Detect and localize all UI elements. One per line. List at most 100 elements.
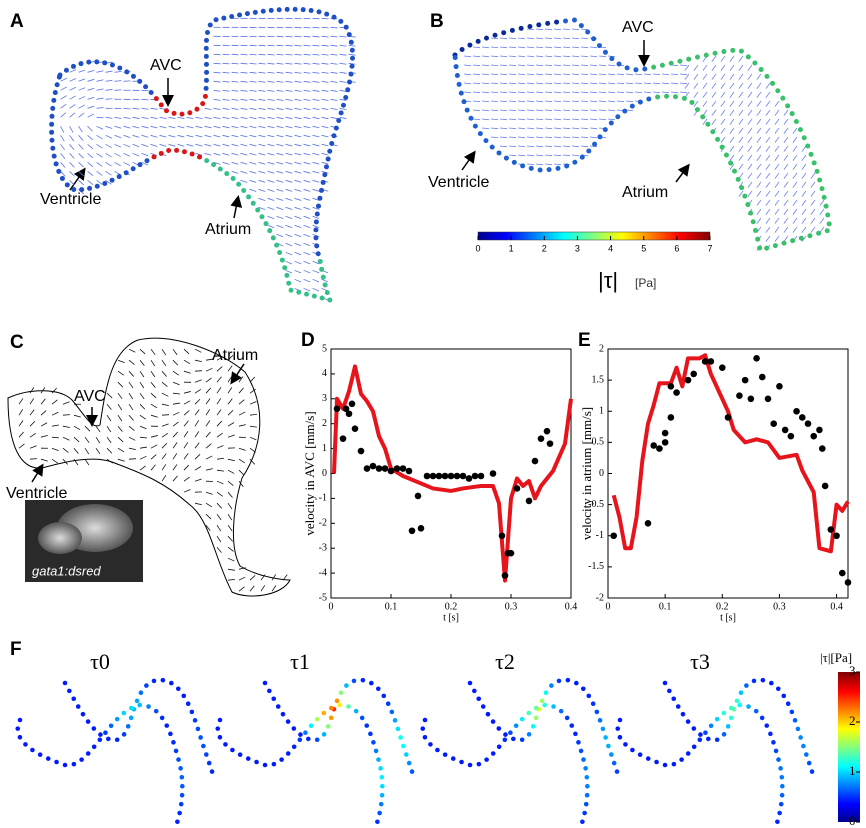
flow-vector: [738, 127, 744, 134]
boundary-point: [292, 6, 298, 12]
flow-vector: [216, 366, 223, 372]
boundary-point: [527, 23, 533, 29]
boundary-point: [597, 134, 603, 140]
shear-point: [103, 730, 108, 736]
flow-vector: [117, 447, 125, 453]
flow-vector: [544, 109, 553, 112]
flow-vector: [216, 387, 222, 394]
shear-point: [379, 792, 385, 798]
data-point: [707, 358, 715, 365]
flow-vector: [499, 100, 508, 103]
flow-vector: [303, 53, 311, 56]
flow-vector: [18, 398, 24, 405]
flow-vector: [562, 37, 571, 40]
flow-vector: [183, 431, 189, 438]
boundary-point: [331, 14, 337, 20]
flow-vector: [321, 62, 329, 65]
shear-point: [728, 715, 734, 721]
boundary-point: [241, 187, 247, 193]
shear-point: [373, 748, 379, 754]
flow-vector: [747, 64, 753, 71]
x-tick-label: 0: [606, 601, 611, 612]
flow-vector: [747, 190, 753, 197]
flow-vector: [159, 134, 167, 138]
flow-vector: [774, 190, 780, 197]
flow-vector: [183, 348, 190, 355]
boundary-point: [659, 62, 665, 68]
boundary-point: [313, 235, 319, 241]
flow-vector: [294, 197, 302, 201]
shear-point: [344, 683, 349, 688]
flow-vector: [60, 86, 67, 91]
shear-point: [271, 696, 277, 702]
flow-vector: [720, 64, 726, 71]
boundary-point: [780, 95, 786, 101]
flow-vector: [285, 170, 293, 174]
flow-vector: [294, 170, 302, 174]
flow-vector: [720, 127, 726, 134]
flow-vector: [139, 403, 146, 410]
flow-vector: [240, 80, 248, 83]
boundary-point: [772, 243, 778, 249]
flow-vector: [139, 392, 145, 400]
shear-point: [338, 690, 344, 696]
shear-point: [175, 686, 181, 692]
flow-vector: [580, 64, 589, 67]
flow-vector: [213, 107, 221, 110]
boundary-point: [805, 143, 811, 149]
flow-vector: [150, 125, 158, 129]
flow-vector: [312, 80, 320, 83]
y-tick-label: 5: [322, 343, 327, 354]
shear-point: [328, 705, 334, 711]
flow-vector: [29, 420, 36, 427]
flow-vector: [249, 62, 257, 65]
boundary-point: [329, 140, 335, 146]
data-point: [405, 467, 413, 475]
flow-vector: [267, 215, 275, 220]
flow-vector: [294, 188, 302, 192]
flow-vector: [285, 224, 293, 229]
flow-vector: [267, 71, 275, 74]
flow-vector: [774, 226, 780, 233]
flow-vector: [183, 359, 191, 365]
shear-point: [679, 757, 684, 762]
shear-point: [744, 683, 749, 688]
flow-vector: [303, 287, 311, 292]
flow-vector: [526, 100, 535, 103]
data-point: [764, 395, 772, 403]
shear-point: [351, 678, 357, 684]
flow-vector: [60, 126, 65, 133]
shear-point: [773, 748, 779, 754]
shear-point: [496, 726, 502, 731]
flow-vector: [508, 100, 517, 103]
shear-point: [778, 801, 784, 807]
boundary-point: [189, 151, 195, 157]
flow-vector: [792, 163, 798, 170]
flow-vector: [276, 197, 284, 201]
flow-vector: [96, 79, 104, 82]
flow-vector: [765, 190, 771, 197]
flow-vector: [78, 180, 85, 186]
shear-point: [114, 737, 120, 743]
flow-vector: [580, 127, 589, 130]
shear-point: [422, 717, 428, 723]
flow-vector: [96, 116, 104, 119]
flow-vector: [258, 206, 266, 211]
flow-vector: [78, 126, 83, 133]
flow-vector: [535, 109, 544, 112]
flow-vector: [161, 370, 167, 377]
flow-vector: [238, 387, 244, 394]
flow-vector: [258, 161, 266, 165]
flow-vector: [321, 278, 329, 283]
flow-vector: [553, 118, 562, 121]
flow-vector: [276, 89, 284, 92]
flow-vector: [231, 107, 239, 110]
flow-vector: [60, 103, 67, 109]
shear-point: [328, 715, 334, 721]
shear-point: [169, 680, 174, 686]
boundary-point: [816, 230, 822, 236]
colorbar-unit: [Pa]: [635, 276, 656, 290]
shear-point: [480, 704, 486, 709]
flow-vector: [499, 46, 508, 49]
data-point: [701, 358, 709, 365]
